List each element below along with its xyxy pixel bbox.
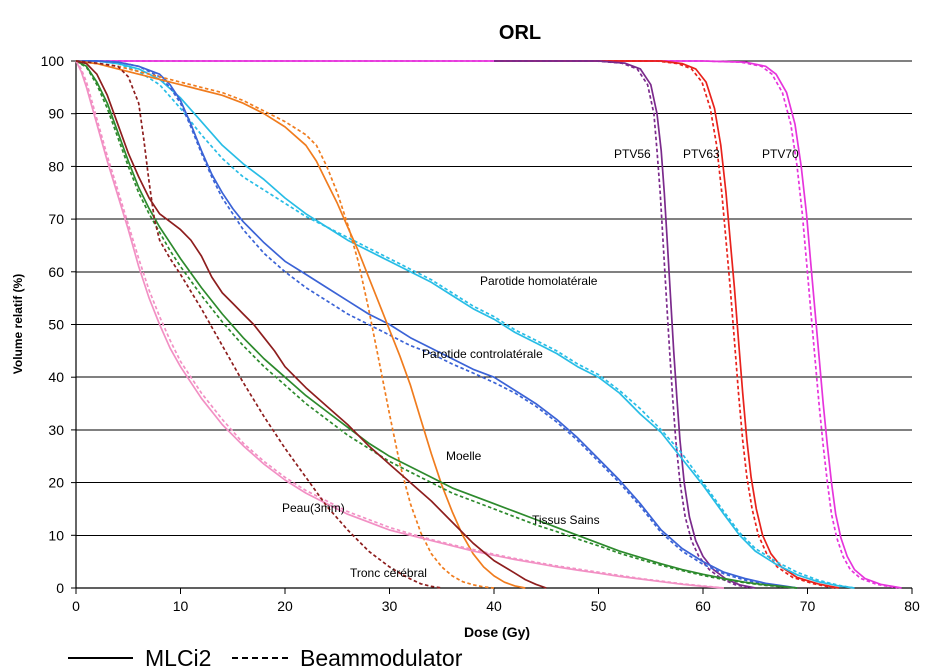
x-tick-label-80: 80 <box>904 598 920 614</box>
curve-peau-3mm-beammodulator <box>75 60 724 589</box>
curve-peau-3mm-mlci2 <box>75 60 724 589</box>
y-tick-label-50: 50 <box>48 317 64 333</box>
legend-label-mlci2: MLCi2 <box>145 645 211 669</box>
curve-label-moelle: Moelle <box>446 449 482 463</box>
curve-label-ptv63: PTV63 <box>683 147 720 161</box>
curve-parotide-homolaterale-mlci2 <box>76 60 855 589</box>
y-tick-label-30: 30 <box>48 422 64 438</box>
y-tick-label-20: 20 <box>48 475 64 491</box>
x-tick-label-70: 70 <box>800 598 816 614</box>
legend: MLCi2 Beammodulator <box>68 645 463 669</box>
x-tick-label-10: 10 <box>173 598 189 614</box>
curve-parotide-controlaterale-mlci2 <box>76 60 798 589</box>
curve-moelle-beammodulator <box>75 60 495 589</box>
y-tick-label-90: 90 <box>48 106 64 122</box>
legend-label-beammodulator: Beammodulator <box>300 645 463 669</box>
curve-label-tronc-cerebral: Tronc cérébral <box>350 566 427 580</box>
y-tick-label-60: 60 <box>48 264 64 280</box>
chart-title: ORL <box>499 22 541 44</box>
curve-label-tissus-sains: Tissus Sains <box>532 513 600 527</box>
x-axis-label: Dose (Gy) <box>464 624 530 640</box>
y-tick-label-80: 80 <box>48 158 64 174</box>
y-tick-label-40: 40 <box>48 369 64 385</box>
curve-labels: PTV56 PTV63 PTV70 Parotide homolatérale Paro… <box>282 147 799 580</box>
dvh-curves <box>75 60 902 589</box>
curve-tissus-sains-mlci2 <box>75 60 798 589</box>
y-tick-label-70: 70 <box>48 211 64 227</box>
curve-ptv70-beammodulator <box>76 60 898 589</box>
curve-tronc-cerebral-beammodulator <box>75 60 442 589</box>
curve-tissus-sains-beammodulator <box>75 60 798 589</box>
tick-labels: 0 10 20 30 40 50 60 70 80 90 100 0 10 20 30 40 50 60 70 80 <box>41 53 920 614</box>
y-tick-label-100: 100 <box>41 53 65 69</box>
curve-moelle-mlci2 <box>75 60 526 589</box>
x-tick-label-40: 40 <box>486 598 502 614</box>
y-tick-label-10: 10 <box>48 527 64 543</box>
x-tick-label-0: 0 <box>72 598 80 614</box>
curve-parotide-homolaterale-beammodulator <box>76 60 855 589</box>
curve-tronc-cerebral-mlci2 <box>75 60 547 589</box>
x-tick-label-30: 30 <box>382 598 398 614</box>
curve-label-ptv56: PTV56 <box>614 147 651 161</box>
curve-ptv70-mlci2 <box>76 60 902 589</box>
curve-label-parotide-homolaterale: Parotide homolatérale <box>480 274 598 288</box>
x-tick-label-20: 20 <box>277 598 293 614</box>
curve-label-peau-3mm: Peau(3mm) <box>282 501 345 515</box>
tick-marks <box>71 60 913 594</box>
curve-parotide-controlaterale-beammodulator <box>76 60 798 589</box>
x-tick-label-60: 60 <box>695 598 711 614</box>
y-tick-label-0: 0 <box>56 580 64 596</box>
curve-label-parotide-controlaterale: Parotide controlatérale <box>422 347 543 361</box>
x-tick-label-50: 50 <box>591 598 607 614</box>
y-axis-label: Volume relatif (%) <box>11 274 25 374</box>
curve-label-ptv70: PTV70 <box>762 147 799 161</box>
